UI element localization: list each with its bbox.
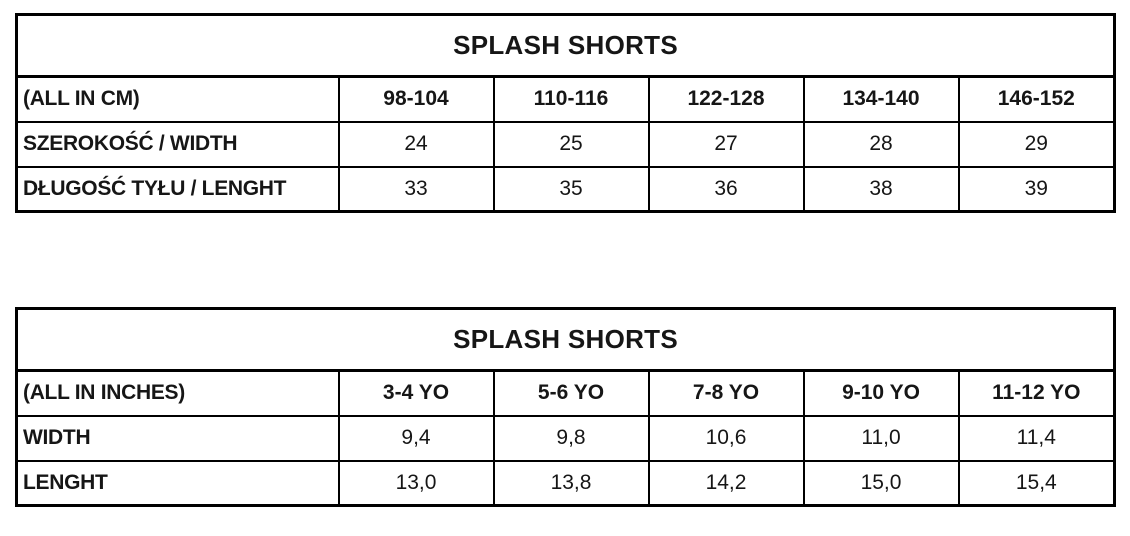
size-header-cell: 146-152 bbox=[957, 75, 1116, 123]
table-row: WIDTH 9,4 9,8 10,6 11,0 11,4 bbox=[15, 414, 1116, 462]
size-header-cell: 3-4 YO bbox=[337, 369, 495, 417]
row-label-cell: SZEROKOŚĆ / WIDTH bbox=[15, 120, 340, 168]
size-header-cell: 9-10 YO bbox=[802, 369, 960, 417]
value-cell: 11,4 bbox=[957, 414, 1116, 462]
value-cell: 28 bbox=[802, 120, 960, 168]
value-cell: 10,6 bbox=[647, 414, 805, 462]
row-label-cell: LENGHT bbox=[15, 459, 340, 507]
size-header-cell: 7-8 YO bbox=[647, 369, 805, 417]
row-label-cell: WIDTH bbox=[15, 414, 340, 462]
unit-label-cell: (ALL IN INCHES) bbox=[15, 369, 340, 417]
value-cell: 39 bbox=[957, 165, 1116, 213]
header-row: (ALL IN INCHES) 3-4 YO 5-6 YO 7-8 YO 9-1… bbox=[15, 369, 1116, 417]
value-cell: 29 bbox=[957, 120, 1116, 168]
table-row: SZEROKOŚĆ / WIDTH 24 25 27 28 29 bbox=[15, 120, 1116, 168]
size-table-inches: SPLASH SHORTS (ALL IN INCHES) 3-4 YO 5-6… bbox=[15, 307, 1117, 507]
size-header-cell: 110-116 bbox=[492, 75, 650, 123]
value-cell: 15,4 bbox=[957, 459, 1116, 507]
value-cell: 38 bbox=[802, 165, 960, 213]
value-cell: 9,8 bbox=[492, 414, 650, 462]
table-title: SPLASH SHORTS bbox=[15, 13, 1116, 78]
value-cell: 35 bbox=[492, 165, 650, 213]
size-header-cell: 98-104 bbox=[337, 75, 495, 123]
table-title: SPLASH SHORTS bbox=[15, 307, 1116, 372]
value-cell: 27 bbox=[647, 120, 805, 168]
value-cell: 14,2 bbox=[647, 459, 805, 507]
value-cell: 9,4 bbox=[337, 414, 495, 462]
value-cell: 24 bbox=[337, 120, 495, 168]
value-cell: 36 bbox=[647, 165, 805, 213]
size-header-cell: 11-12 YO bbox=[957, 369, 1116, 417]
table-row: DŁUGOŚĆ TYŁU / LENGHT 33 35 36 38 39 bbox=[15, 165, 1116, 213]
size-header-cell: 134-140 bbox=[802, 75, 960, 123]
value-cell: 33 bbox=[337, 165, 495, 213]
table-row: LENGHT 13,0 13,8 14,2 15,0 15,4 bbox=[15, 459, 1116, 507]
row-label-cell: DŁUGOŚĆ TYŁU / LENGHT bbox=[15, 165, 340, 213]
header-row: (ALL IN CM) 98-104 110-116 122-128 134-1… bbox=[15, 75, 1116, 123]
size-header-cell: 122-128 bbox=[647, 75, 805, 123]
title-row: SPLASH SHORTS bbox=[15, 307, 1116, 372]
size-table-cm: SPLASH SHORTS (ALL IN CM) 98-104 110-116… bbox=[15, 13, 1117, 213]
value-cell: 13,8 bbox=[492, 459, 650, 507]
value-cell: 15,0 bbox=[802, 459, 960, 507]
value-cell: 11,0 bbox=[802, 414, 960, 462]
unit-label-cell: (ALL IN CM) bbox=[15, 75, 340, 123]
value-cell: 13,0 bbox=[337, 459, 495, 507]
value-cell: 25 bbox=[492, 120, 650, 168]
title-row: SPLASH SHORTS bbox=[15, 13, 1116, 78]
size-header-cell: 5-6 YO bbox=[492, 369, 650, 417]
